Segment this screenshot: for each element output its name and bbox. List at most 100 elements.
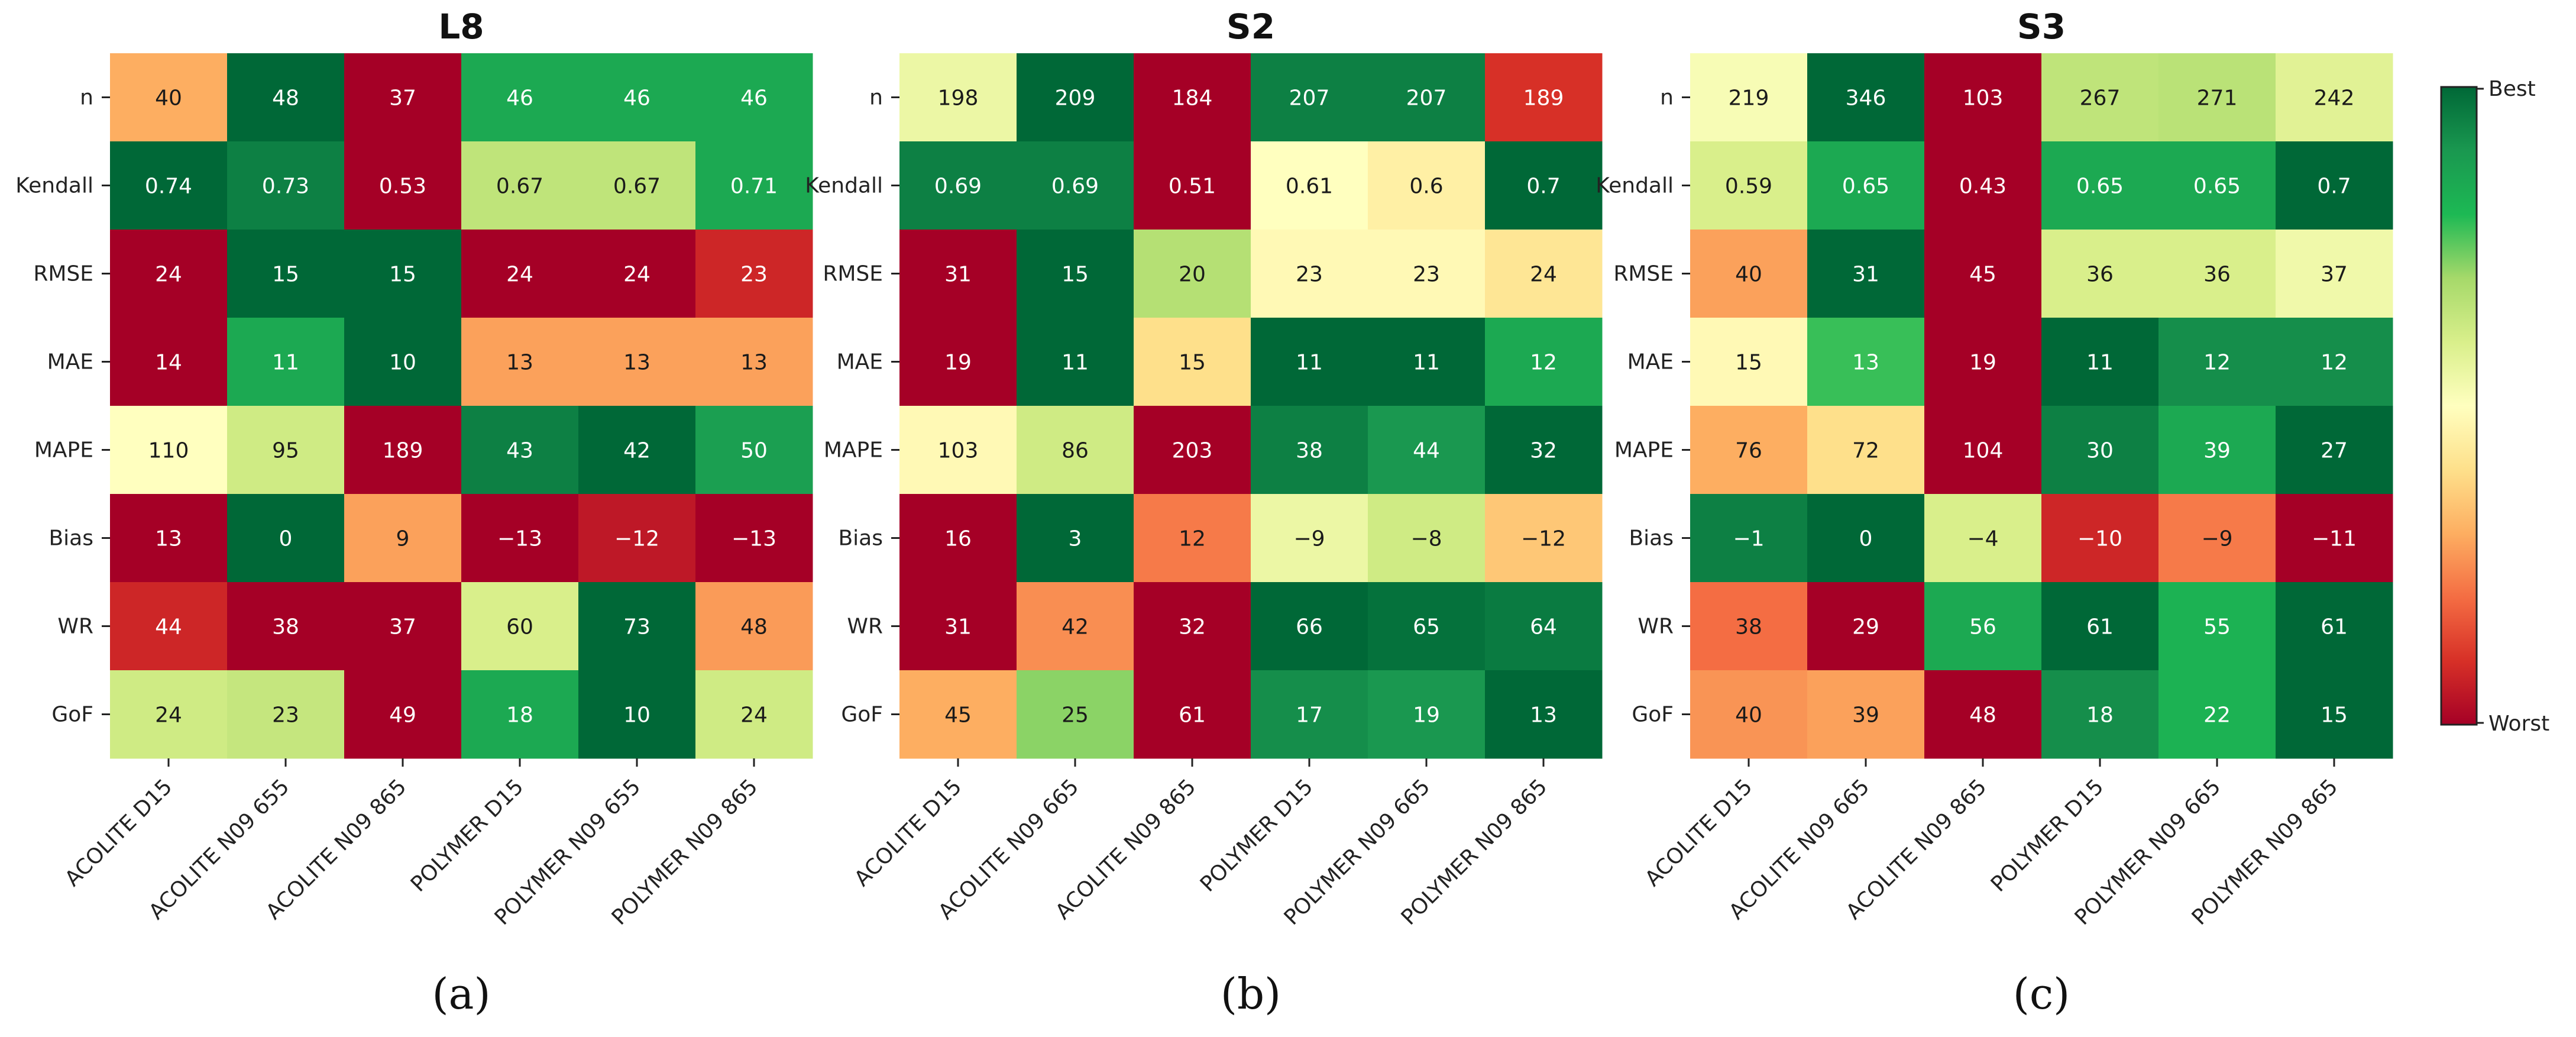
cell-value: 12 [1530, 351, 1557, 375]
heatmap-cell [1485, 406, 1603, 495]
heatmap-cell [461, 141, 579, 230]
cell-value: −1 [1733, 527, 1764, 551]
cell-value: 44 [155, 615, 182, 639]
heatmap-cell [1690, 318, 1808, 406]
heatmap-cell [899, 318, 1017, 406]
cell-value: −12 [614, 527, 659, 551]
row-label: GoF [1632, 703, 1674, 727]
heatmap-cell [1251, 53, 1368, 142]
heatmap-cell [1017, 582, 1134, 671]
heatmap-cell [1134, 230, 1251, 318]
row-label: n [80, 86, 93, 110]
heatmap-cell [578, 318, 696, 406]
heatmap-cell [1485, 670, 1603, 759]
cell-value: 19 [1969, 351, 1996, 375]
heatmap-cell [2276, 230, 2393, 318]
heatmap-cell [2041, 406, 2159, 495]
heatmap-cell [2158, 141, 2276, 230]
heatmap-panel-l8: L8 n 40 48 37 46 46 46 Kendall 0.74 0.73 0.53 0.67 0.… [15, 7, 813, 1019]
cell-value: 24 [155, 263, 182, 287]
cell-value: 86 [1062, 439, 1089, 463]
cell-value: 15 [2321, 703, 2348, 728]
cell-value: 39 [2203, 439, 2231, 463]
heatmap-cell [1017, 53, 1134, 142]
heatmap-cell [344, 494, 462, 583]
cell-value: 189 [383, 439, 423, 463]
cell-value: 65 [1413, 615, 1440, 639]
heatmap-cell [2276, 670, 2393, 759]
cell-value: 38 [1735, 615, 1762, 639]
heatmap-cell [1368, 494, 1486, 583]
heatmap-cell [2276, 582, 2393, 671]
heatmap-cell [2041, 670, 2159, 759]
heatmap-cell [227, 406, 345, 495]
row-label: n [869, 86, 883, 110]
row-label: WR [1637, 615, 1674, 639]
cell-value: 61 [1179, 703, 1206, 728]
heatmap-cell [1924, 406, 2042, 495]
heatmap-cell [110, 318, 228, 406]
heatmap-cell [1134, 670, 1251, 759]
cell-value: 60 [506, 615, 533, 639]
cell-value: −12 [1521, 527, 1566, 551]
heatmap-cell [1251, 230, 1368, 318]
heatmap-cell [1134, 318, 1251, 406]
cell-value: 267 [2080, 86, 2121, 111]
cell-value: 24 [1530, 263, 1557, 287]
row-label: WR [57, 615, 93, 639]
cell-value: 66 [1296, 615, 1323, 639]
colorbar-worst-label: Worst [2488, 712, 2549, 736]
cell-value: 56 [1969, 615, 1996, 639]
cell-value: 25 [1062, 703, 1089, 728]
panel-label: (b) [1221, 969, 1281, 1019]
cell-value: 29 [1852, 615, 1879, 639]
row-label: RMSE [1613, 262, 1674, 286]
column-label: POLYMER D15 [406, 774, 529, 897]
cell-value: 49 [389, 703, 416, 728]
cell-value: −13 [497, 527, 542, 551]
cell-value: −9 [1293, 527, 1325, 551]
cell-value: 39 [1852, 703, 1879, 728]
heatmap-cell [899, 230, 1017, 318]
cell-value: 11 [1413, 351, 1440, 375]
cell-value: 0.67 [613, 175, 661, 199]
row-label: Bias [48, 526, 93, 551]
row-label: WR [847, 615, 883, 639]
heatmap-cell [1017, 494, 1134, 583]
cell-value: 11 [1062, 351, 1089, 375]
heatmap-cell [461, 670, 579, 759]
heatmap-cell [2158, 670, 2276, 759]
heatmap-cell [1924, 670, 2042, 759]
heatmap-cell [344, 141, 462, 230]
heatmap-cell [1251, 670, 1368, 759]
heatmap-cell [2276, 406, 2393, 495]
heatmap-cell [1134, 582, 1251, 671]
cell-value: 10 [623, 703, 651, 728]
heatmap-cell [1134, 141, 1251, 230]
cell-value: −10 [2077, 527, 2122, 551]
heatmap-cell [578, 141, 696, 230]
heatmap-cell [1368, 141, 1486, 230]
heatmap-cell [110, 53, 228, 142]
column-label: ACOLITE D15 [60, 774, 177, 891]
cell-value: 24 [506, 263, 533, 287]
heatmap-cell [1134, 494, 1251, 583]
cell-value: 31 [944, 263, 972, 287]
column-label: ACOLITE D15 [850, 774, 966, 891]
heatmap-cell [344, 582, 462, 671]
cell-value: 12 [2203, 351, 2231, 375]
heatmap-cell [2158, 582, 2276, 671]
heatmap-cell [1017, 406, 1134, 495]
heatmap-cell [1134, 53, 1251, 142]
heatmap-cell [1017, 318, 1134, 406]
heatmap-cell [695, 582, 813, 671]
cell-value: 9 [396, 527, 410, 551]
heatmap-cell [695, 406, 813, 495]
heatmap-cell [578, 230, 696, 318]
heatmap-cell [1690, 141, 1808, 230]
cell-value: 207 [1406, 86, 1447, 111]
heatmap-cell [2276, 494, 2393, 583]
heatmap-cell [2158, 53, 2276, 142]
cell-value: 12 [2321, 351, 2348, 375]
heatmap-cell [2158, 406, 2276, 495]
